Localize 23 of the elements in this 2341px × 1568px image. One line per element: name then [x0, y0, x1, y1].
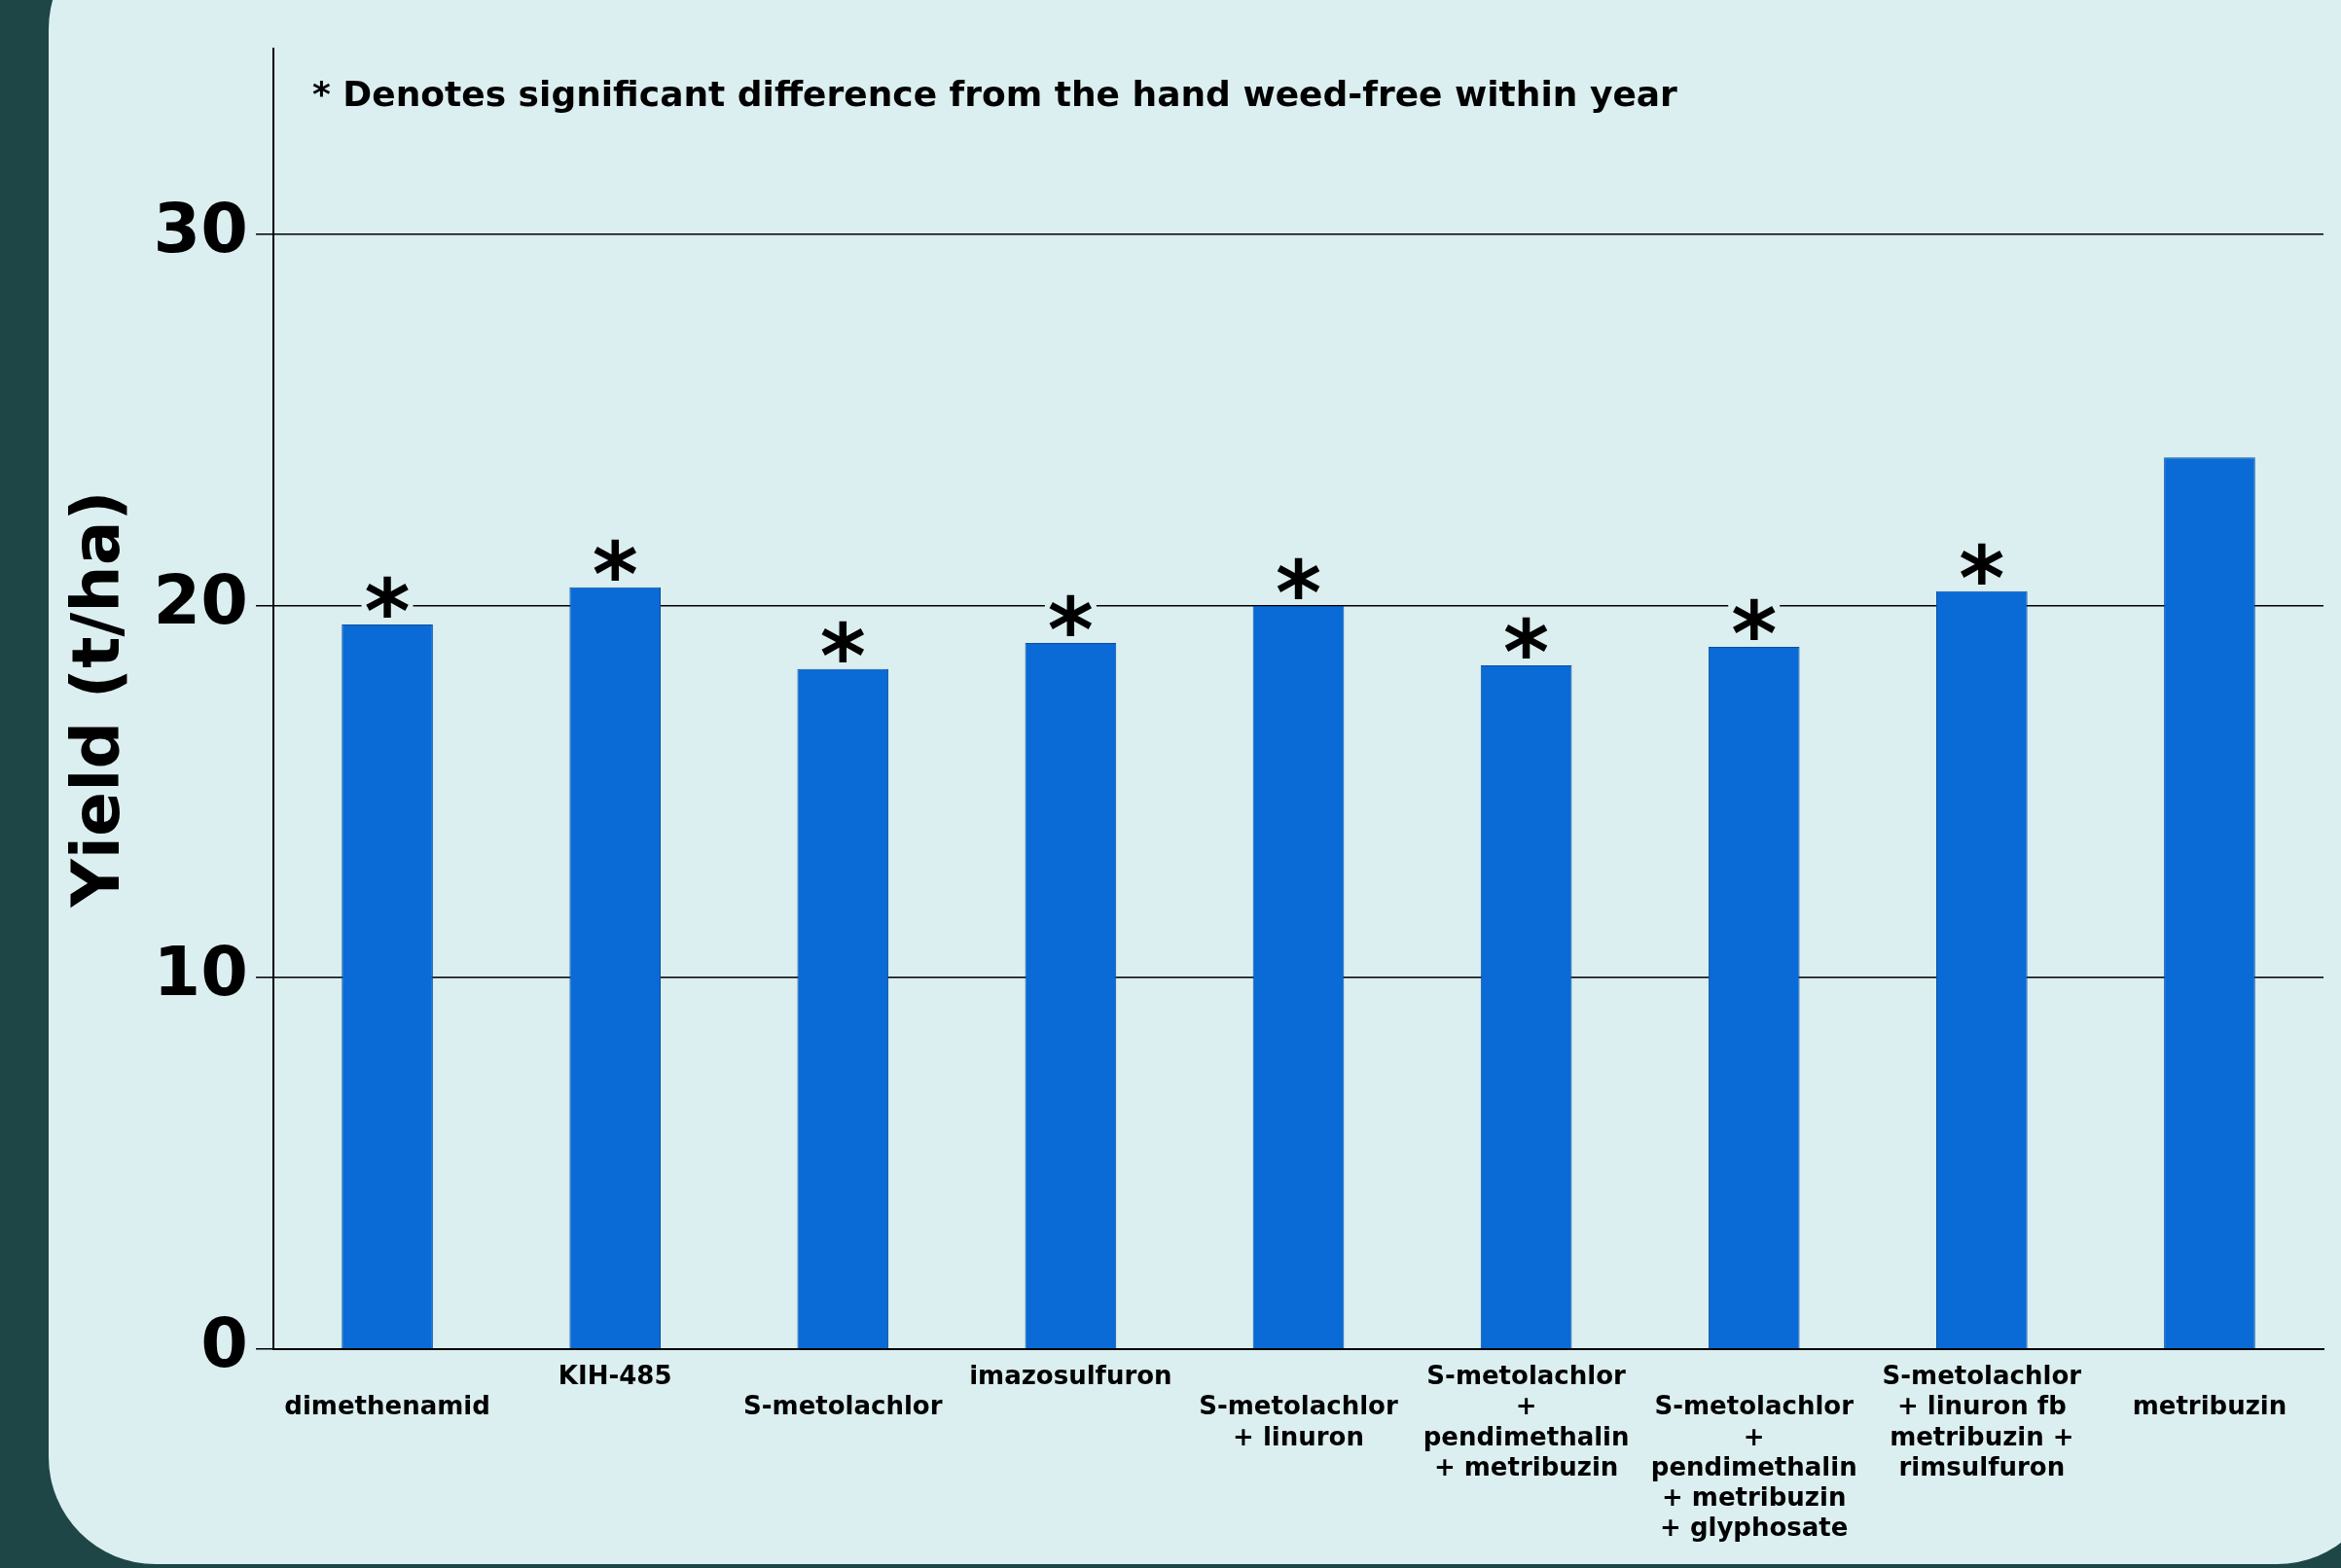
annotation: *	[1731, 582, 1778, 685]
x-tick-label: S-metolachlor	[743, 1391, 943, 1421]
annotation: *	[1959, 526, 2005, 629]
y-tick-label: 30	[153, 189, 249, 269]
annotation: *	[1503, 601, 1550, 704]
x-tick-label: metribuzin	[2132, 1391, 2287, 1421]
annotation: *	[1275, 541, 1322, 644]
x-tick-label: S-metolachlor + pendimethalin + metribuzin	[1423, 1361, 1630, 1481]
annotation: *	[819, 604, 866, 707]
y-axis-title: Yield (t/ha)	[57, 490, 135, 909]
x-tick-label: S-metolachlor + linuron fb metribuzin + rimsulfuron	[1882, 1361, 2082, 1481]
annotation: *	[592, 522, 638, 625]
x-tick-label: S-metolachlor + pendimethalin + metribuzin + glyphosate	[1650, 1391, 1857, 1543]
x-tick-label: imazosulfuron	[969, 1361, 1172, 1391]
y-tick-label: 20	[153, 560, 249, 641]
y-tick-label: 10	[153, 932, 249, 1013]
x-tick-label: KIH-485	[558, 1361, 672, 1391]
y-tick-label: 0	[200, 1302, 249, 1383]
x-tick-label: dimethenamid	[284, 1391, 490, 1421]
annotation: * Denotes significant difference from the hand weed-free within year	[312, 74, 1678, 115]
annotation: *	[1047, 579, 1094, 682]
x-tick-label: S-metolachlor + linuron	[1199, 1391, 1398, 1451]
annotation: *	[364, 560, 411, 663]
